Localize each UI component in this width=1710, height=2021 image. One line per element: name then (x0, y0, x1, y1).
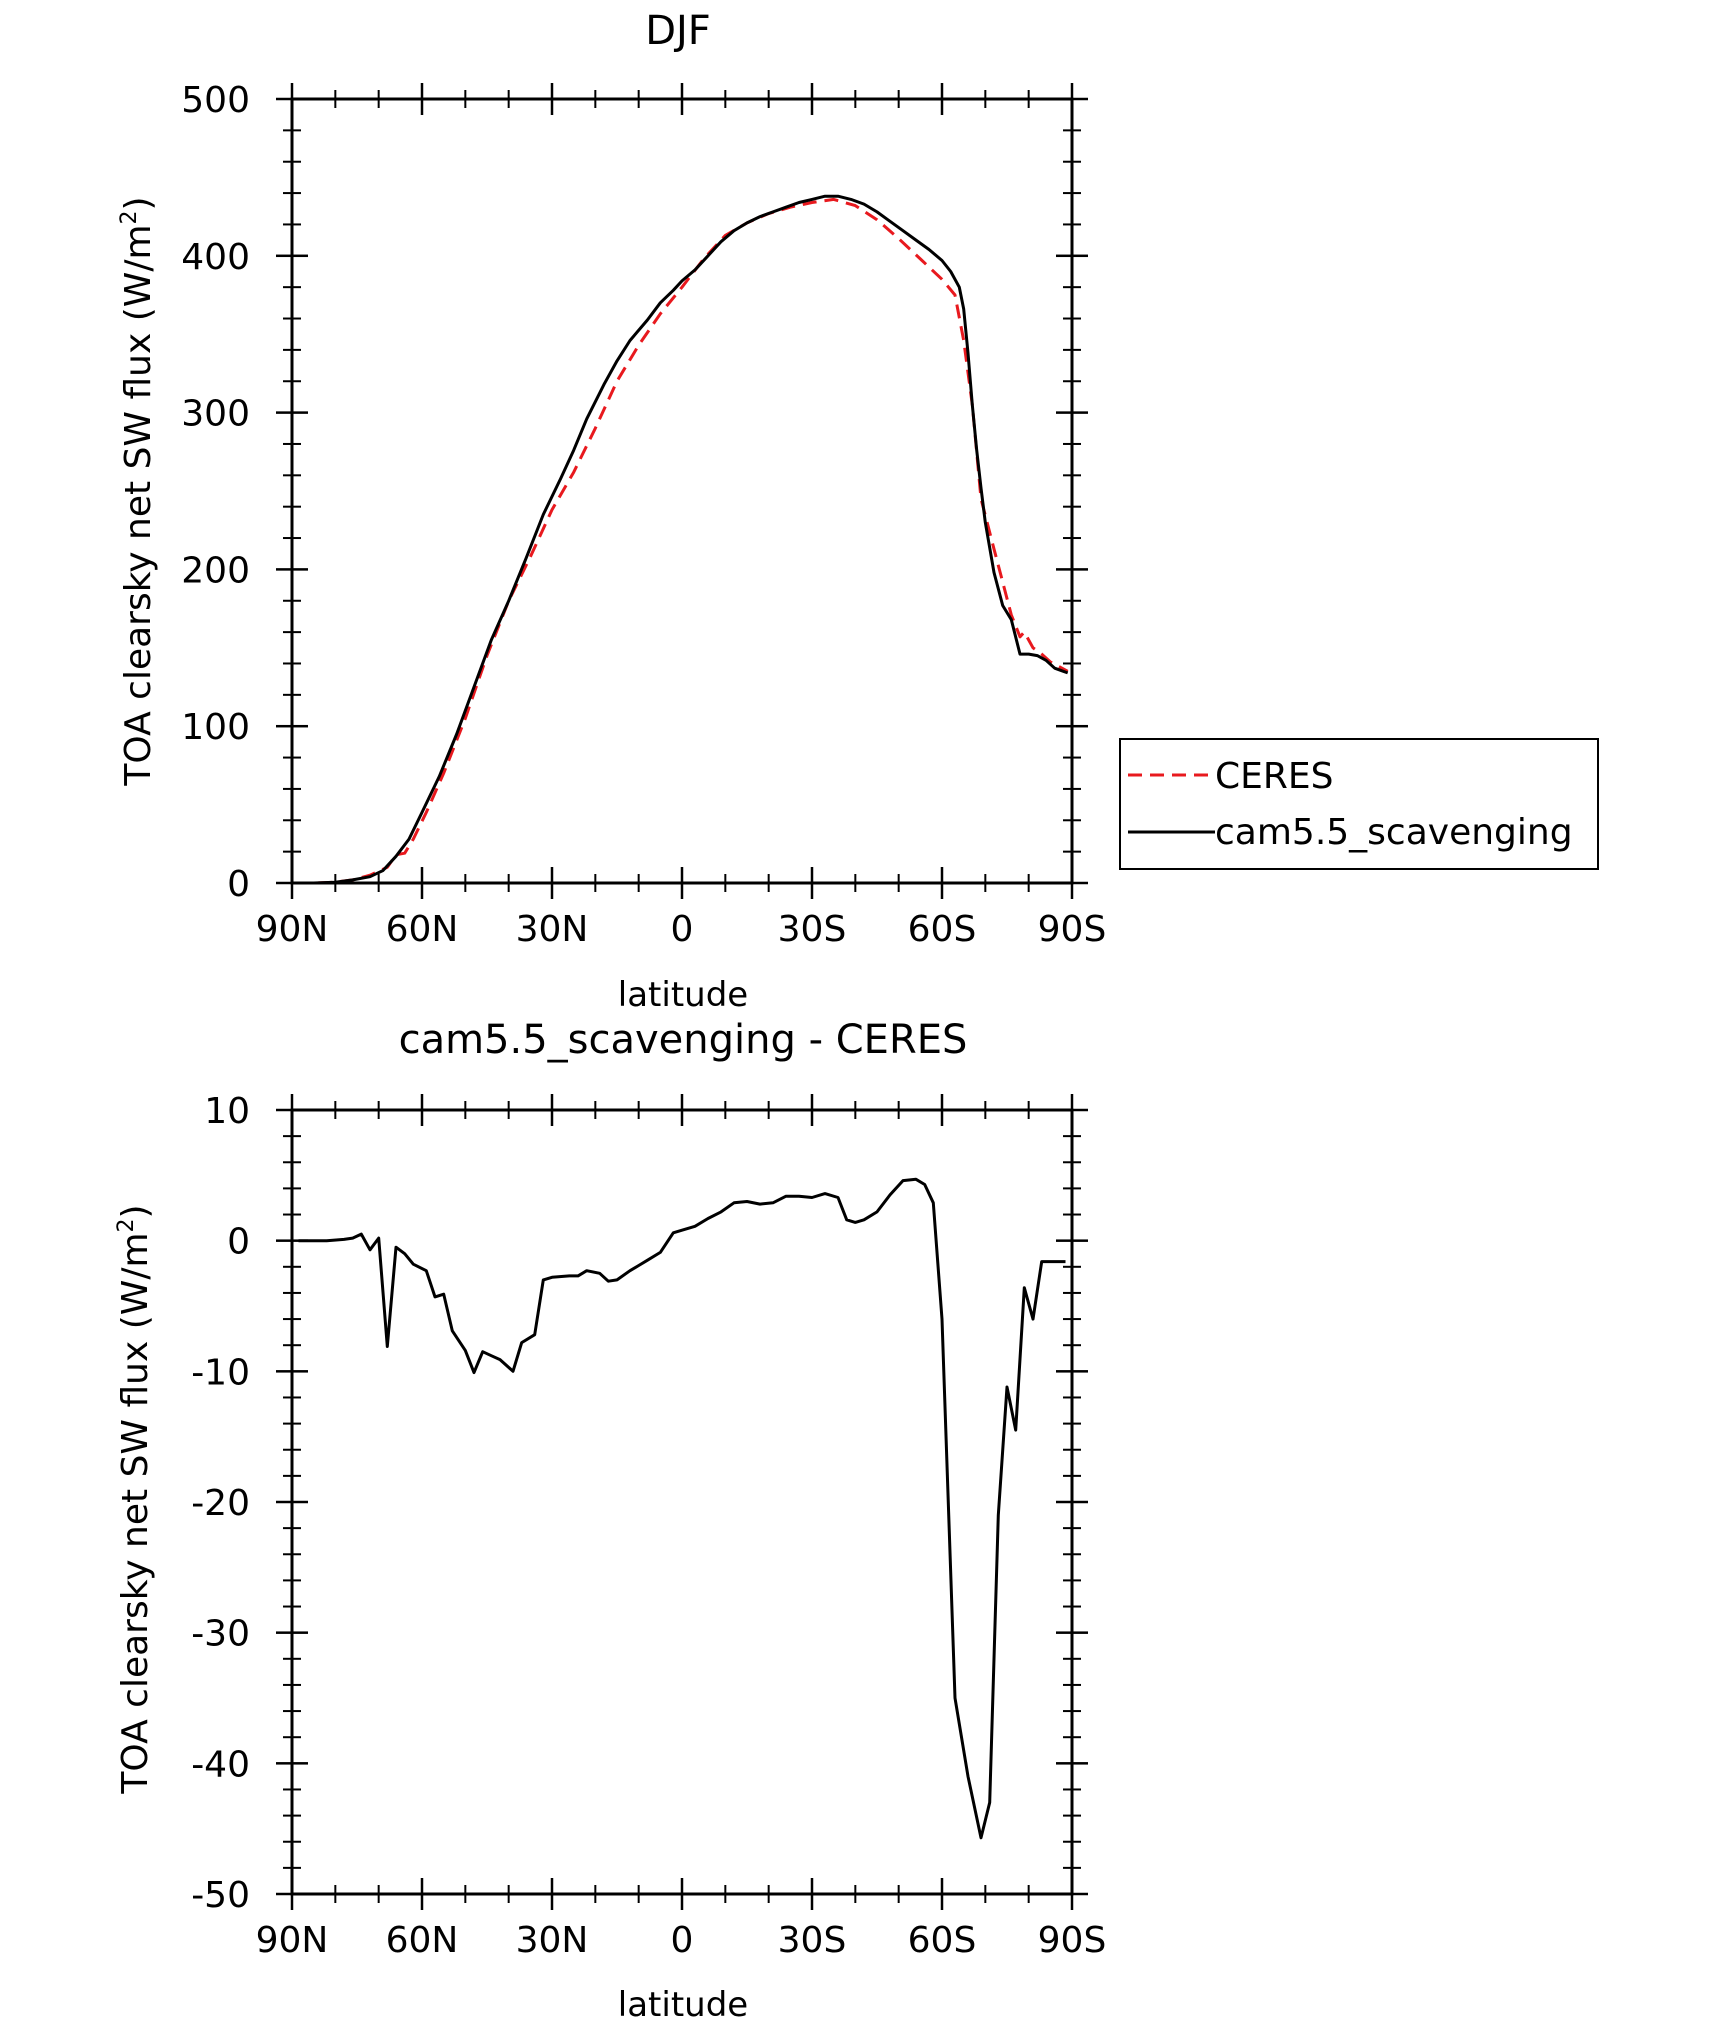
x-tick-label: 60S (908, 1920, 977, 1961)
x-tick-label: 90S (1038, 1920, 1107, 1961)
x-tick-label: 90N (256, 909, 329, 950)
y-axis-label-superscript: 2 (117, 210, 142, 224)
y-tick-label: -40 (191, 1744, 250, 1785)
x-tick-label: 0 (671, 909, 694, 950)
y-axis-label-tail: ) (115, 1204, 156, 1218)
axis-ticks (276, 1094, 1088, 1910)
y-axis-label: TOA clearsky net SW flux (W/m2) (114, 1204, 156, 1794)
plot-frame (290, 1108, 1074, 1896)
y-axis-label-tail: ) (118, 196, 159, 210)
x-tick-label: 0 (671, 1920, 694, 1961)
y-axis-label-main: TOA clearsky net SW flux (W/m (118, 224, 159, 786)
y-tick-label: -20 (191, 1483, 250, 1524)
x-tick-label: 60N (386, 909, 459, 950)
series-lines (298, 1177, 1066, 1840)
series-line-ceres (296, 197, 1069, 885)
legend-label-cam: cam5.5_scavenging (1215, 812, 1573, 853)
axis-tick-labels: 90N 60N 30N 0 30S 60S 90S 0 100 200 300 400 500 (181, 80, 1106, 950)
axis-tick-labels: 90N 60N 30N 0 30S 60S 90S 10 0 -10 -20 -30 -40 -50 (191, 1091, 1106, 1961)
plot-frame (290, 97, 1074, 885)
y-tick-label: 300 (181, 394, 250, 435)
y-tick-label: -30 (191, 1614, 250, 1655)
series-line-cam5-5-scavenging (296, 194, 1069, 885)
y-axis-label: TOA clearsky net SW flux (W/m2) (117, 196, 159, 786)
legend-label-ceres: CERES (1215, 756, 1334, 797)
y-tick-label: 500 (181, 80, 250, 121)
chart-title: DJF (645, 8, 711, 54)
x-tick-label: 60S (908, 909, 977, 950)
panel-djf: DJF TOA clearsky net SW flux (W/m2) 90N 6… (117, 8, 1106, 1015)
x-tick-label: 30N (516, 909, 589, 950)
y-tick-label: -50 (191, 1875, 250, 1916)
y-axis-label-main: TOA clearsky net SW flux (W/m (115, 1232, 156, 1794)
x-tick-label: 60N (386, 1920, 459, 1961)
x-axis-label: latitude (618, 1985, 748, 2021)
legend-entry-cam: cam5.5_scavenging (1128, 812, 1573, 853)
axis-ticks (276, 83, 1088, 899)
chart-title: cam5.5_scavenging - CERES (399, 1017, 968, 1063)
y-tick-label: 400 (181, 237, 250, 278)
y-tick-label: 200 (181, 550, 250, 591)
y-tick-label: 0 (227, 1222, 250, 1263)
legend: CERES cam5.5_scavenging (1119, 738, 1599, 870)
series-line-difference (298, 1177, 1066, 1840)
y-tick-label: 10 (204, 1091, 250, 1132)
y-tick-label: 0 (227, 864, 250, 905)
legend-entry-ceres: CERES (1128, 756, 1334, 797)
panel-difference: cam5.5_scavenging - CERES TOA clearsky n… (114, 1017, 1106, 2021)
legend-box (1119, 738, 1599, 870)
x-tick-label: 30S (778, 909, 847, 950)
x-axis-label: latitude (618, 975, 748, 1015)
y-tick-label: 100 (181, 707, 250, 748)
x-tick-label: 30S (778, 1920, 847, 1961)
x-tick-label: 90S (1038, 909, 1107, 950)
y-axis-label-superscript: 2 (114, 1218, 139, 1232)
y-tick-label: -10 (191, 1352, 250, 1393)
x-tick-label: 90N (256, 1920, 329, 1961)
x-tick-label: 30N (516, 1920, 589, 1961)
series-lines (296, 194, 1069, 885)
